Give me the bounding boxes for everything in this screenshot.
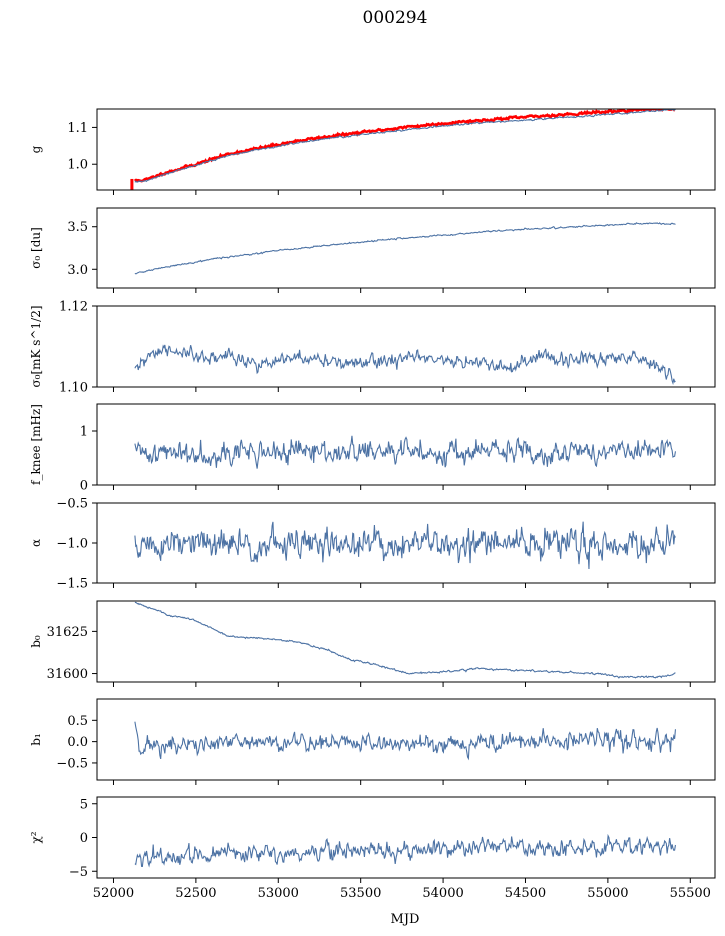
series-line-alpha-0 (134, 521, 676, 569)
panels: 1.0 1.1 g 3.0 3.5 σ₀ [du] 1.10 1.12 σ₀[mK s^1/2]… (29, 108, 716, 901)
y-axis-label-sigma0mK: σ₀[mK s^1/2] (29, 305, 43, 387)
y-tick-label: 3.5 (67, 220, 88, 235)
y-tick-label: 1.0 (67, 158, 88, 173)
panel-frame (96, 600, 716, 683)
series-line-g-1 (134, 109, 676, 183)
series-line-b0-0 (134, 601, 676, 679)
y-tick-label: 1.1 (67, 121, 88, 136)
panel-frame (96, 207, 716, 289)
y-tick-label: 31600 (47, 667, 88, 682)
panel-b0: 31600 31625 b₀ (29, 600, 716, 687)
series-line-b1-0 (134, 721, 676, 761)
y-tick-label: 0.0 (67, 735, 88, 750)
y-tick-label: −1.5 (56, 577, 88, 592)
y-tick-label: 0 (80, 479, 88, 494)
y-axis-label-b1: b₁ (29, 733, 43, 746)
x-tick-label: 55000 (587, 886, 628, 901)
x-tick-label: 53000 (258, 886, 299, 901)
y-tick-label: 5 (80, 797, 88, 812)
y-tick-label: 0 (80, 831, 88, 846)
panel-g: 1.0 1.1 g (29, 108, 716, 195)
series-line-sigma0mK-0 (134, 344, 676, 386)
y-tick-label: 1.12 (59, 300, 88, 315)
y-tick-label: −5 (69, 865, 88, 880)
y-axis-label-alpha: α (29, 539, 43, 547)
y-tick-label: 3.0 (67, 263, 88, 278)
panel-sigma0du: 3.0 3.5 σ₀ [du] (29, 207, 716, 293)
y-tick-label: 0.5 (67, 714, 88, 729)
panel-b1: −0.5 0.0 0.5 b₁ (29, 698, 716, 785)
series-line-sigma0du-0 (134, 222, 676, 275)
panel-alpha: −1.5 −1.0 −0.5 α (29, 497, 716, 592)
panel-frame (96, 305, 716, 388)
panel-frame (96, 403, 716, 486)
x-tick-label: 52000 (93, 886, 134, 901)
y-axis-label-g: g (29, 145, 43, 153)
x-tick-label: 54000 (422, 886, 463, 901)
y-tick-label: 1 (80, 425, 88, 440)
series-line-chi2-0 (134, 833, 676, 868)
x-tick-label: 52500 (175, 886, 216, 901)
y-tick-label: −1.0 (56, 537, 88, 552)
y-tick-label: 31625 (47, 625, 88, 640)
x-tick-label: 55500 (670, 886, 711, 901)
series-line-fknee-0 (134, 435, 676, 469)
panel-frame (96, 698, 716, 781)
panel-frame (96, 108, 716, 191)
y-axis-label-b0: b₀ (29, 635, 43, 648)
y-tick-label: −0.5 (56, 497, 88, 512)
y-axis-label-fknee: f_knee [mHz] (29, 404, 43, 485)
y-axis-label-chi2: χ² (29, 831, 43, 843)
y-tick-label: −0.5 (56, 756, 88, 771)
x-tick-label: 54500 (505, 886, 546, 901)
x-tick-label: 53500 (340, 886, 381, 901)
panel-chi2: −5 0 5 52000 52500 53000 53500 54000 54500 55000 5… (29, 796, 716, 901)
panel-sigma0mK: 1.10 1.12 σ₀[mK s^1/2] (29, 300, 716, 396)
y-tick-label: 1.10 (59, 381, 88, 396)
figure-title: 000294 (363, 8, 428, 28)
panel-frame (96, 796, 716, 879)
panel-fknee: 0 1 f_knee [mHz] (29, 403, 716, 494)
y-axis-label-sigma0du: σ₀ [du] (29, 227, 43, 269)
x-axis-label: MJD (391, 912, 420, 927)
series-line-g-0 (133, 109, 676, 183)
